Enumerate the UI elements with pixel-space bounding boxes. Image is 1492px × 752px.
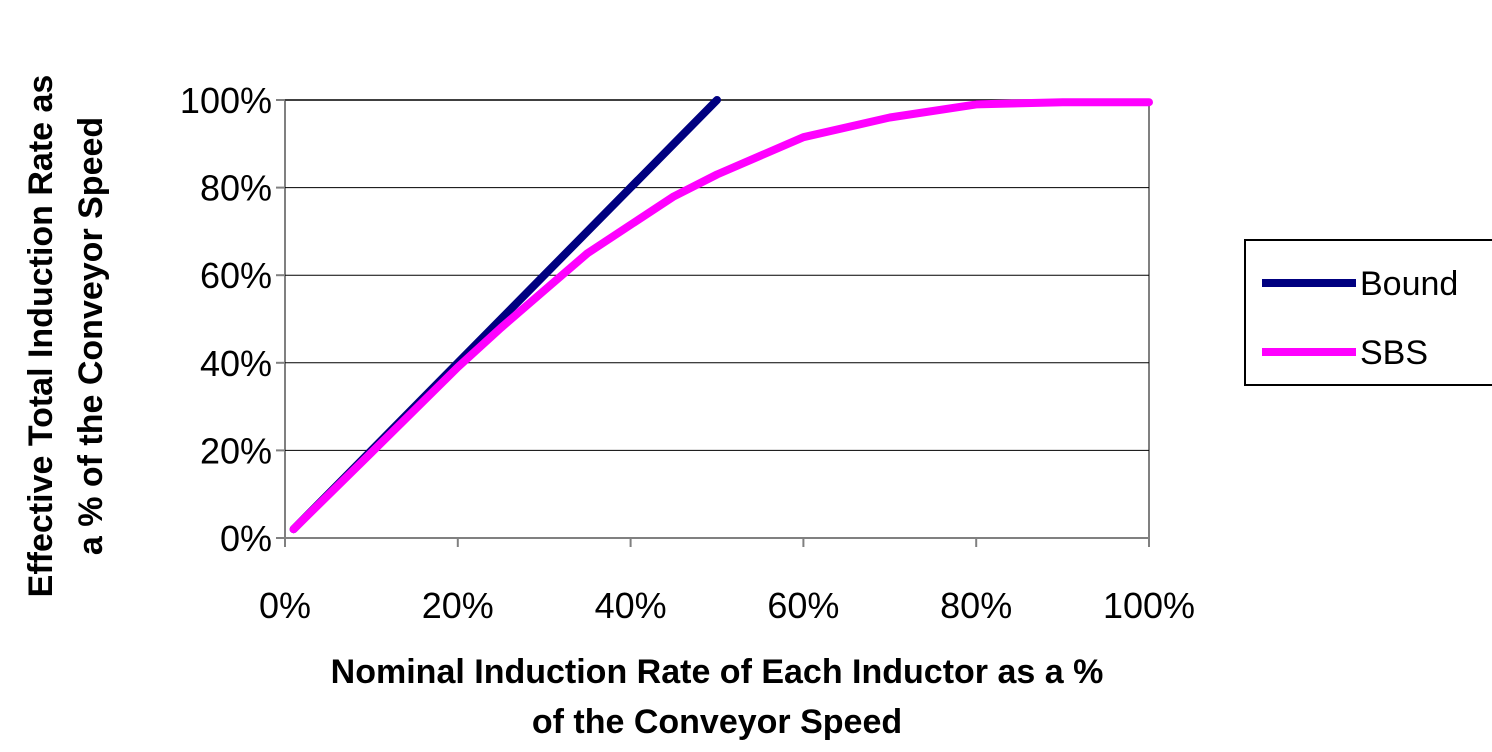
legend-label-sbs: SBS: [1360, 334, 1428, 372]
y-tick-label: 80%: [200, 168, 272, 209]
x-tick-label: 0%: [259, 585, 311, 626]
series-line-sbs: [289, 98, 1153, 534]
y-tick-label: 60%: [200, 255, 272, 296]
x-axis-title-line-2: of the Conveyor Speed: [532, 703, 902, 741]
legend: Bound SBS: [1244, 239, 1492, 386]
y-tick-label: 40%: [200, 343, 272, 384]
x-axis-title-line-1: Nominal Induction Rate of Each Inductor …: [331, 653, 1104, 691]
plot-area: [284, 99, 1150, 539]
legend-label-bound: Bound: [1360, 265, 1458, 303]
y-axis-title-line-1: Effective Total Induction Rate as: [22, 75, 60, 598]
y-tick-label: 0%: [220, 518, 272, 559]
x-tick-label: 80%: [940, 585, 1012, 626]
x-tick-label: 60%: [767, 585, 839, 626]
y-tick-label: 20%: [200, 430, 272, 471]
x-tick-label: 40%: [595, 585, 667, 626]
y-axis-title-line-2: a % of the Conveyor Speed: [72, 117, 110, 555]
y-tick-label: 100%: [180, 80, 272, 121]
legend-box: [1244, 239, 1492, 386]
x-tick-label: 100%: [1103, 585, 1195, 626]
x-tick-label: 20%: [422, 585, 494, 626]
